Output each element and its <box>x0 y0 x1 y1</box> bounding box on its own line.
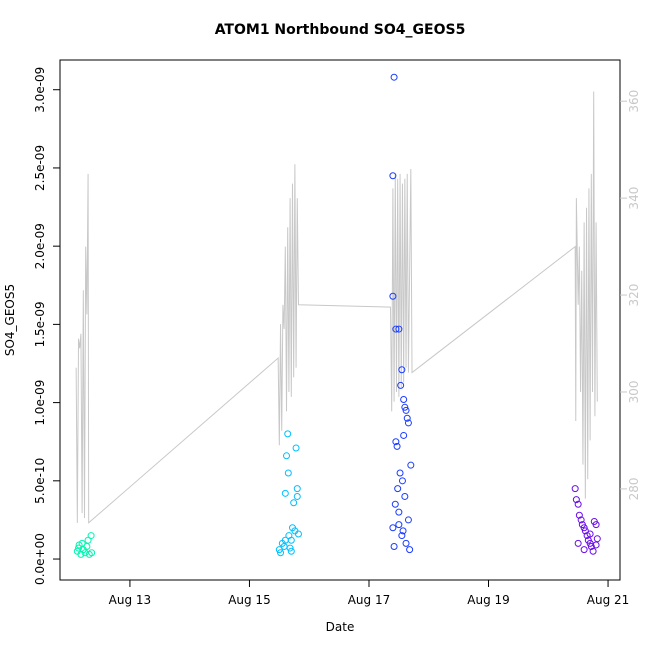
point <box>402 539 410 547</box>
x-tick-label: Aug 17 <box>348 593 391 607</box>
point <box>399 527 407 535</box>
x-axis-label: Date <box>326 620 355 634</box>
point <box>406 546 414 554</box>
point <box>589 547 597 555</box>
y-tick-label: 1.5e-09 <box>33 301 47 347</box>
point <box>390 543 398 551</box>
point <box>81 549 89 557</box>
point <box>574 539 582 547</box>
y-tick-label: 2.0e-09 <box>33 223 47 269</box>
point <box>287 536 295 544</box>
point <box>284 430 292 438</box>
point <box>580 546 588 554</box>
point <box>398 366 406 374</box>
point <box>281 489 289 497</box>
y-tick-label: 1.0e-09 <box>33 380 47 426</box>
point <box>581 527 589 535</box>
y2-tick-label: 280 <box>627 477 641 500</box>
point <box>401 492 409 500</box>
y2-tick-label: 340 <box>627 187 641 210</box>
point <box>292 444 300 452</box>
point <box>390 73 398 81</box>
point <box>389 292 397 300</box>
chart-title: ATOM1 Northbound SO4_GEOS5 <box>215 22 466 38</box>
point <box>395 521 403 529</box>
point <box>391 500 399 508</box>
point <box>284 469 292 477</box>
point <box>394 485 402 493</box>
point <box>395 508 403 516</box>
point <box>294 530 302 538</box>
line <box>75 91 598 524</box>
x-tick-label: Aug 13 <box>109 593 152 607</box>
point <box>577 516 585 524</box>
point <box>389 524 397 532</box>
point <box>75 544 83 552</box>
point <box>393 442 401 450</box>
point <box>574 500 582 508</box>
point <box>587 543 595 551</box>
point <box>398 477 406 485</box>
plot-frame <box>59 59 621 581</box>
point <box>290 499 298 507</box>
point <box>398 532 406 540</box>
x-tick-label: Aug 15 <box>228 593 271 607</box>
point <box>293 492 301 500</box>
x-tick-label: Aug 19 <box>467 593 510 607</box>
y2-tick-label: 300 <box>627 381 641 404</box>
point <box>277 549 285 557</box>
point <box>87 532 95 540</box>
point <box>275 546 283 554</box>
point <box>396 469 404 477</box>
point <box>389 172 397 180</box>
point <box>88 549 96 557</box>
point <box>402 406 410 414</box>
point <box>392 438 400 446</box>
point <box>403 414 411 422</box>
y-tick-label: 2.5e-09 <box>33 145 47 191</box>
point <box>287 547 295 555</box>
point <box>401 403 409 411</box>
point <box>580 524 588 532</box>
y2-tick-label: 360 <box>627 90 641 113</box>
point <box>592 541 600 549</box>
point <box>400 395 408 403</box>
point <box>293 485 301 493</box>
point <box>395 325 403 333</box>
point <box>404 516 412 524</box>
point <box>572 496 580 504</box>
point <box>283 452 291 460</box>
point <box>575 511 583 519</box>
point <box>571 485 579 493</box>
point <box>586 530 594 538</box>
y-tick-label: 0.0e+00 <box>33 533 47 585</box>
point <box>407 461 415 469</box>
point <box>592 521 600 529</box>
y-tick-label: 3.0e-09 <box>33 67 47 113</box>
point <box>404 419 412 427</box>
point <box>397 381 405 389</box>
x-tick-label: Aug 21 <box>587 593 630 607</box>
y2-tick-label: 320 <box>627 284 641 307</box>
y-tick-label: 5.0e-10 <box>33 458 47 504</box>
point <box>392 325 400 333</box>
point <box>400 431 408 439</box>
y-axis-label: SO4_GEOS5 <box>3 284 17 356</box>
point <box>286 544 294 552</box>
